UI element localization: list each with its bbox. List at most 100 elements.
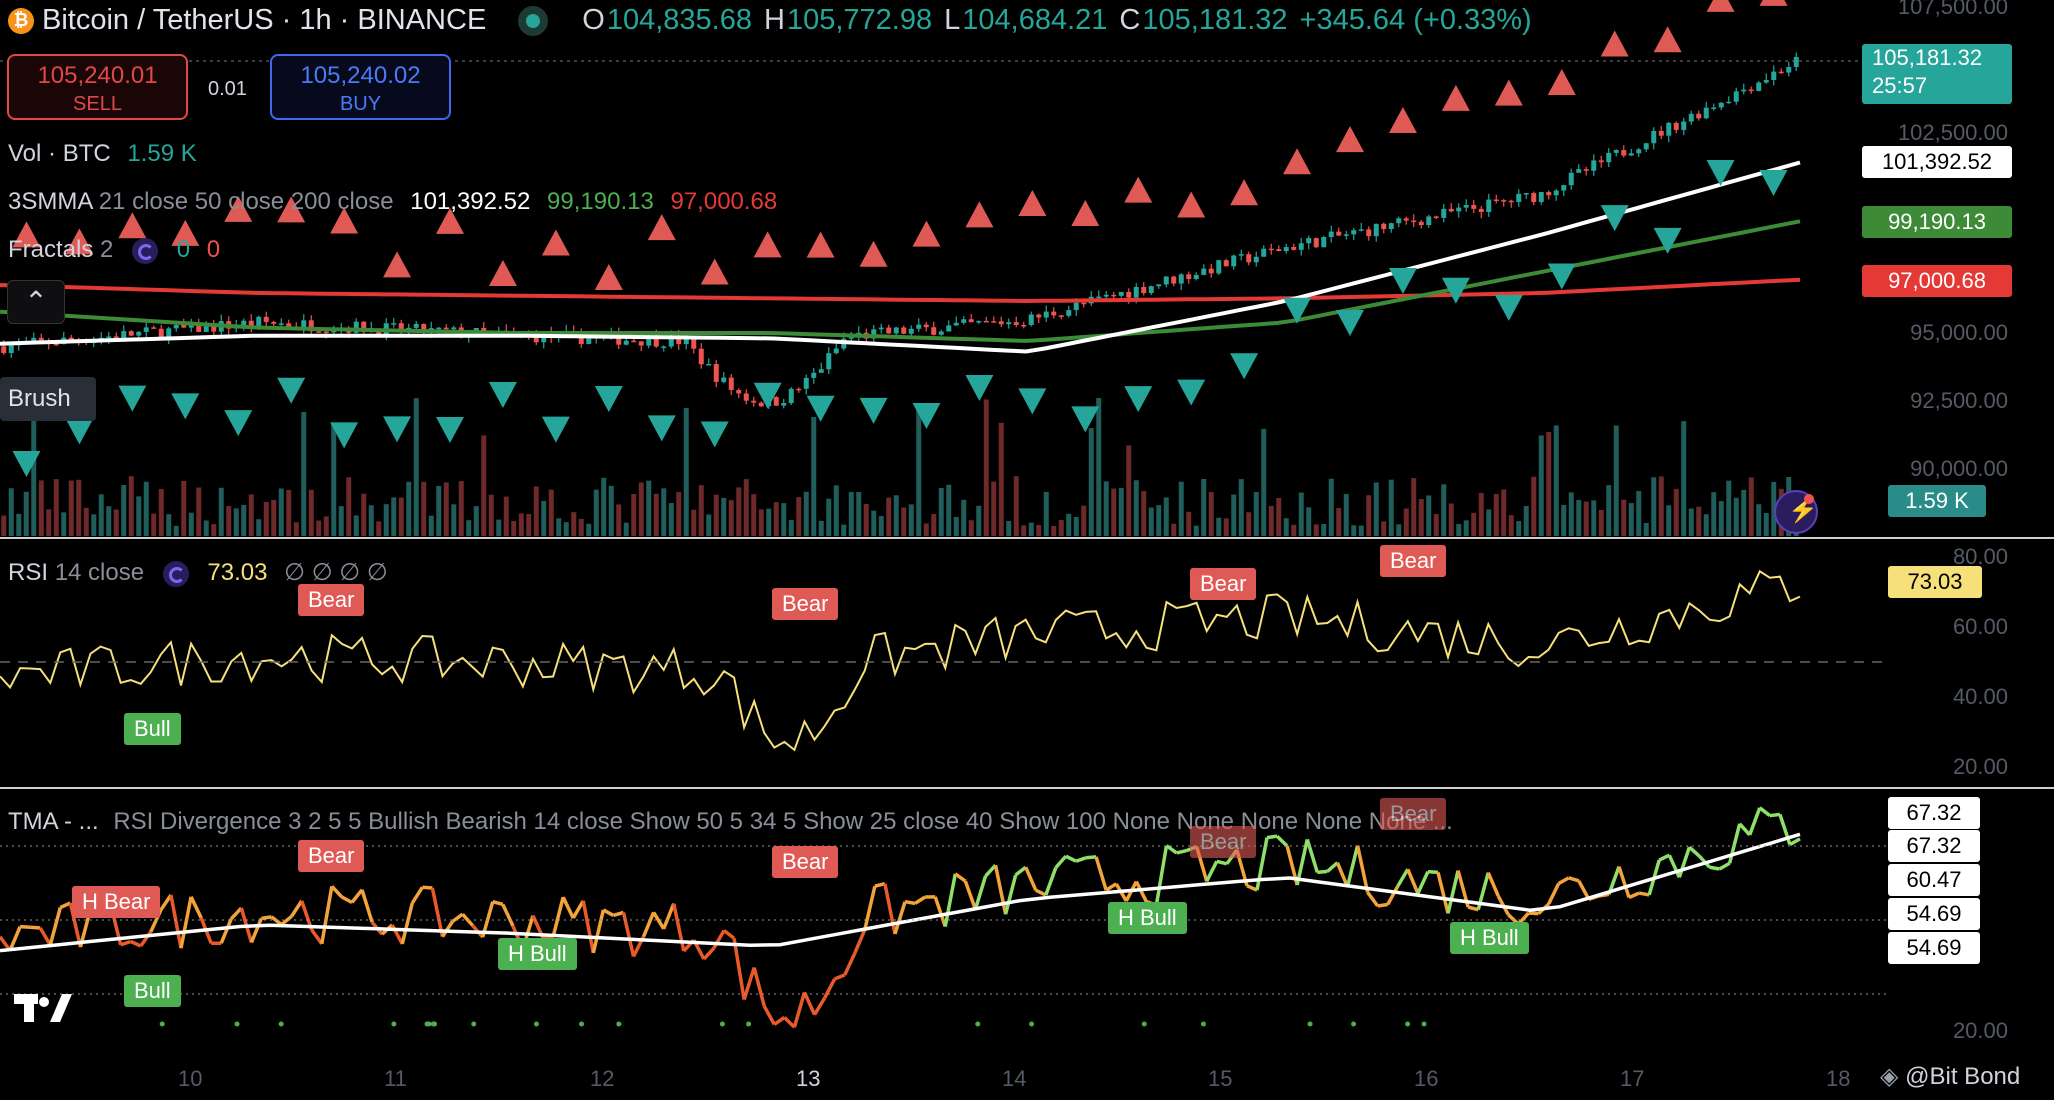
volume-bar (488, 494, 494, 536)
volume-bar (68, 480, 74, 536)
replay-button[interactable]: ⚡ (1774, 490, 1818, 534)
volume-bar (1133, 480, 1139, 536)
volume-bar (983, 399, 989, 536)
high-value: 105,772.98 (786, 4, 933, 36)
candle-body (646, 336, 652, 346)
tma-rsi-segment (1034, 888, 1047, 897)
smma-legend[interactable]: 3SMMA 21 close 50 close 200 close 101,39… (8, 188, 777, 216)
buy-label: BUY (339, 93, 382, 115)
smma-21-line (0, 160, 1801, 354)
volume-bar (1111, 488, 1117, 536)
time-tick: 12 (590, 1066, 615, 1091)
rsi-sync-icon[interactable] (162, 560, 189, 587)
volume-bar (1501, 489, 1507, 536)
volume-bar (233, 508, 239, 536)
tma-signal-dot (616, 1021, 622, 1027)
tma-rsi-segment (320, 886, 334, 945)
fractals-legend[interactable]: Fractals 2 0 0 (8, 236, 220, 264)
candle-body (1066, 310, 1072, 316)
tma-rsi-segment (1789, 837, 1801, 847)
candle-body (586, 338, 592, 344)
candle-body (1741, 89, 1747, 92)
candle-body (946, 325, 952, 332)
volume-bar (1336, 508, 1342, 536)
sell-button[interactable]: 105,240.01 SELL (7, 54, 188, 120)
volume-bar (1276, 498, 1282, 536)
candle-body (196, 322, 202, 332)
tma-rsi-segment (501, 903, 515, 927)
fractal-down-marker (1759, 169, 1788, 196)
candle-body (698, 348, 704, 365)
candle-body (623, 340, 629, 345)
volume-bar (1013, 476, 1019, 536)
bar-countdown: 25:57 (1872, 73, 1928, 98)
tma-rsi-segment (792, 991, 807, 1028)
rsi-legend[interactable]: RSI 14 close 73.03 ∅ ∅ ∅ ∅ (8, 558, 388, 587)
tma-bear-tag: Bear (772, 846, 839, 878)
tma-signal-dot (1405, 1021, 1411, 1027)
volume-bar (451, 504, 457, 536)
volume-bar (286, 489, 292, 536)
volume-bar (1456, 524, 1462, 536)
candle-body (1186, 274, 1192, 280)
volume-legend[interactable]: Vol · BTC 1.59 K (8, 140, 197, 168)
fractal-up-marker (383, 251, 412, 278)
volume-bar (1073, 516, 1079, 536)
low-value: 104,684.21 (962, 4, 1108, 36)
candle-body (1223, 260, 1229, 267)
fractal-down-marker (436, 417, 464, 444)
time-tick: 13 (796, 1066, 821, 1091)
brush-button[interactable]: Brush (0, 377, 96, 421)
tma-rsi-segment (1416, 870, 1430, 895)
fractal-up-marker (1547, 68, 1576, 95)
candle-body (1478, 208, 1484, 212)
tradingview-logo-icon (14, 994, 72, 1022)
tma-rsi-segment (169, 894, 183, 949)
tma-rsi-segment (802, 991, 817, 1016)
volume-bar (1583, 501, 1589, 536)
collapse-legend-button[interactable]: ⌃ (7, 280, 65, 324)
candle-body (353, 321, 359, 333)
volume-bar (946, 484, 952, 536)
tradingview-logo[interactable] (14, 990, 72, 1026)
tma-rsi-segment (893, 901, 907, 935)
time-tick: 16 (1414, 1066, 1439, 1091)
fractal-down-marker (753, 382, 782, 409)
volume-bar (413, 398, 419, 536)
candle-body (1388, 223, 1394, 230)
market-status-icon[interactable] (518, 5, 549, 36)
candle-body (916, 324, 922, 329)
candle-body (1441, 208, 1447, 218)
symbol-title[interactable]: Bitcoin / TetherUS · 1h · BINANCE (42, 4, 487, 36)
volume-bar (1291, 524, 1297, 536)
tma-signal-dot (278, 1021, 284, 1027)
candle-body (1268, 248, 1274, 251)
volume-bar (1748, 477, 1754, 536)
candle-body (278, 323, 284, 325)
volume-bar (1306, 507, 1312, 536)
volume-bar (683, 407, 689, 536)
fractal-up-marker (1653, 26, 1682, 53)
candle-body (1321, 237, 1327, 248)
volume-bar (1508, 515, 1514, 536)
candle-body (1426, 216, 1432, 226)
symbol-header[interactable]: ₿ Bitcoin / TetherUS · 1h · BINANCE O 104… (0, 4, 1532, 37)
order-quantity[interactable]: 0.01 (208, 78, 247, 100)
candle-body (1358, 229, 1364, 231)
tma-rsi-segment (230, 906, 243, 920)
sync-icon[interactable] (132, 237, 159, 264)
candle-body (1756, 82, 1762, 91)
tma-rsi-segment (1366, 891, 1380, 908)
tma-hbull-tag: H Bull (498, 938, 577, 970)
volume-bar (646, 480, 652, 536)
volume-bar (46, 509, 52, 536)
volume-bar (1328, 478, 1334, 536)
open-value: 104,835.68 (606, 4, 753, 36)
fractal-down-marker (65, 418, 94, 445)
tma-name: TMA - ... (8, 808, 99, 835)
tma-rsi-segment (1436, 871, 1450, 914)
buy-button[interactable]: 105,240.02 BUY (270, 54, 451, 120)
time-tick: 10 (178, 1066, 203, 1091)
last-price-label: 105,181.32 25:57 (1862, 44, 2012, 104)
